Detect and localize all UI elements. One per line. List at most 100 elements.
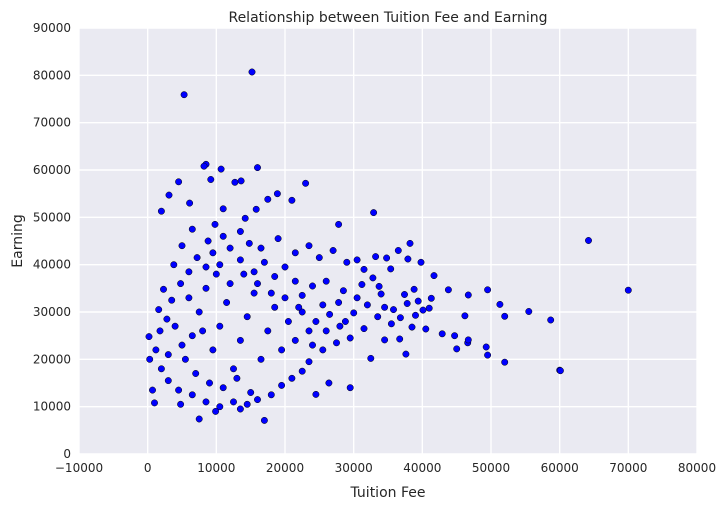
scatter-point xyxy=(212,270,220,278)
scatter-point xyxy=(288,374,296,382)
x-tick-label: −10000 xyxy=(55,461,103,475)
scatter-point xyxy=(188,225,196,233)
y-tick-label: 70000 xyxy=(33,116,71,130)
scatter-point xyxy=(170,261,178,269)
scatter-point xyxy=(250,268,258,276)
scatter-point xyxy=(484,286,492,294)
scatter-point xyxy=(404,255,412,263)
scatter-point xyxy=(624,286,632,294)
scatter-point xyxy=(237,177,245,185)
scatter-point xyxy=(305,327,313,335)
scatter-point xyxy=(247,389,255,396)
x-tick-label: 40000 xyxy=(403,461,441,475)
scatter-point xyxy=(406,239,414,247)
scatter-point xyxy=(390,306,397,314)
scatter-point xyxy=(353,256,361,264)
y-tick-label: 90000 xyxy=(33,21,71,35)
y-tick-label: 40000 xyxy=(33,258,71,272)
x-tick-label: 10000 xyxy=(197,461,235,475)
scatter-point xyxy=(231,178,239,186)
scatter-point xyxy=(217,165,225,173)
scatter-point xyxy=(274,235,282,243)
scatter-point xyxy=(363,301,371,309)
scatter-point xyxy=(339,287,347,295)
scatter-point xyxy=(267,391,275,399)
scatter-point xyxy=(177,400,185,408)
scatter-point xyxy=(360,325,368,333)
x-axis-label: Tuition Fee xyxy=(350,485,426,501)
scatter-point xyxy=(193,254,201,262)
scatter-point xyxy=(168,296,176,304)
scatter-point xyxy=(402,350,410,358)
scatter-point xyxy=(278,346,286,354)
scatter-point xyxy=(178,242,186,250)
scatter-point xyxy=(381,303,389,311)
scatter-point xyxy=(281,294,289,302)
scatter-point xyxy=(525,308,533,315)
scatter-point xyxy=(394,247,402,254)
scatter-point xyxy=(403,300,411,307)
scatter-point xyxy=(209,249,217,257)
scatter-point xyxy=(377,290,385,298)
scatter-point xyxy=(175,178,183,186)
scatter-point xyxy=(305,358,313,366)
scatter-point xyxy=(383,254,391,262)
x-tick-label: 60000 xyxy=(541,461,579,475)
scatter-point xyxy=(387,265,395,273)
scatter-point xyxy=(346,334,354,342)
scatter-point xyxy=(163,315,171,323)
scatter-point xyxy=(341,318,349,325)
scatter-point xyxy=(412,311,419,319)
scatter-point xyxy=(209,346,217,354)
scatter-point xyxy=(284,318,292,325)
scatter-point xyxy=(438,330,446,338)
scatter-point xyxy=(211,220,219,228)
scatter-point xyxy=(358,281,366,288)
scatter-point xyxy=(387,320,395,328)
x-tick-label: 80000 xyxy=(678,461,716,475)
scatter-point xyxy=(414,297,422,305)
x-tick-label: 20000 xyxy=(266,461,304,475)
scatter-point xyxy=(381,336,389,344)
scatter-point xyxy=(271,273,279,280)
scatter-point xyxy=(177,280,185,288)
scatter-point xyxy=(188,332,196,340)
scatter-point xyxy=(408,323,416,331)
scatter-point xyxy=(155,306,163,314)
y-axis-label: Earning xyxy=(10,214,26,267)
scatter-point xyxy=(178,341,186,349)
scatter-point xyxy=(180,91,188,99)
scatter-point xyxy=(322,327,330,335)
scatter-point xyxy=(185,294,193,302)
scatter-point xyxy=(419,306,427,314)
scatter-point xyxy=(145,333,153,341)
scatter-point xyxy=(252,205,260,213)
scatter-point xyxy=(298,291,306,299)
scatter-point xyxy=(236,405,244,413)
scatter-point xyxy=(160,285,167,293)
scatter-point xyxy=(425,304,433,312)
scatter-point xyxy=(165,191,173,199)
scatter-point xyxy=(192,370,200,377)
y-tick-label: 20000 xyxy=(33,352,71,366)
scatter-point xyxy=(195,308,203,316)
scatter-point xyxy=(295,303,303,311)
scatter-point xyxy=(305,242,313,250)
scatter-point xyxy=(291,336,299,344)
scatter-point xyxy=(260,258,268,266)
scatter-point xyxy=(427,294,435,302)
scatter-point xyxy=(257,244,265,252)
scatter-point xyxy=(146,355,154,363)
scatter-point xyxy=(216,403,224,411)
scatter-point xyxy=(453,345,461,353)
scatter-point xyxy=(219,232,227,240)
scatter-point xyxy=(346,384,354,392)
scatter-point xyxy=(185,268,193,276)
y-tick-label: 60000 xyxy=(33,163,71,177)
scatter-point xyxy=(350,309,358,317)
scatter-point xyxy=(396,314,404,322)
scatter-point xyxy=(482,343,490,351)
x-tick-label: 50000 xyxy=(472,461,510,475)
scatter-point xyxy=(298,367,306,375)
x-tick-label: 70000 xyxy=(609,461,647,475)
